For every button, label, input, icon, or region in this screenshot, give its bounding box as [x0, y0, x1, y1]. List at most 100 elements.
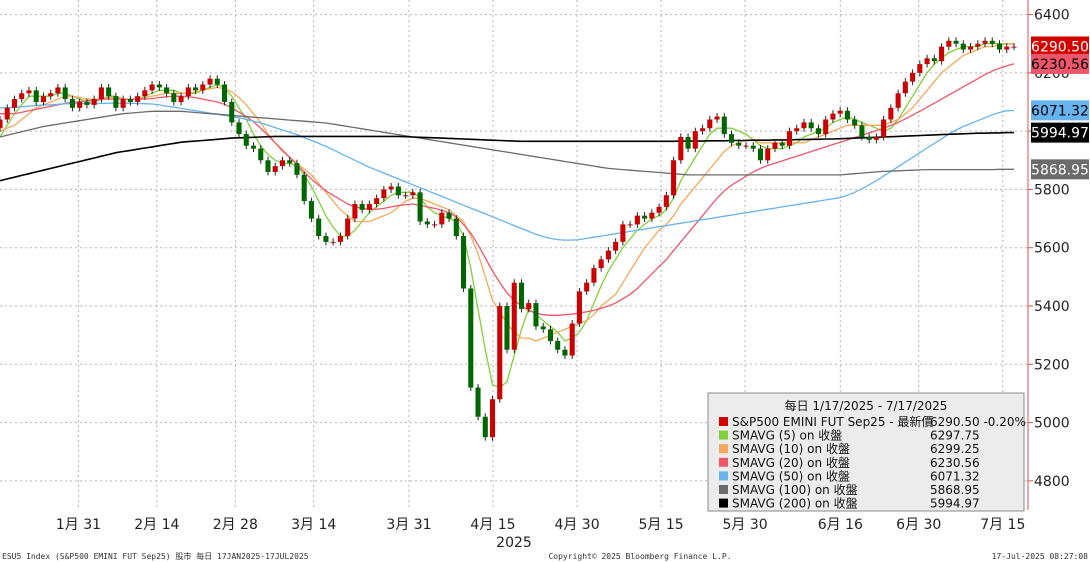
candle-body [40, 96, 46, 102]
candle-body [482, 416, 488, 438]
candle-body [11, 99, 18, 108]
candle-body [547, 329, 553, 341]
legend-swatch [719, 485, 728, 494]
candle-body [221, 84, 228, 102]
y-tick-label: 5000 [1034, 416, 1070, 432]
candle-body [627, 224, 633, 226]
candle-body [207, 78, 213, 85]
candle-body [330, 241, 336, 243]
candle-body [287, 160, 293, 164]
candle-body [432, 224, 438, 226]
candle-body [439, 212, 445, 225]
x-tick-label: 1月 31 [56, 517, 101, 533]
x-tick-label: 7月 15 [980, 517, 1025, 533]
candle-body [939, 46, 945, 62]
legend-series-value: 6299.25 [930, 442, 980, 456]
candle-body [19, 93, 25, 100]
x-tick-label: 6月 16 [818, 517, 863, 533]
candle-body [649, 212, 655, 219]
candle-body [417, 192, 423, 222]
price-tag-label: 6290.50 [1031, 39, 1089, 55]
x-tick-label: 5月 30 [723, 517, 768, 533]
candle-body [164, 87, 170, 94]
candle-body [917, 64, 923, 73]
candle-body [156, 84, 162, 88]
candle-body [772, 142, 778, 149]
candle-body [185, 87, 191, 97]
candle-body [26, 90, 32, 94]
legend-series-value: 6290.50 -0.20% [930, 415, 1026, 429]
candle-body [881, 119, 887, 137]
candle-body [750, 145, 756, 149]
candle-body [279, 160, 286, 167]
candle-body [468, 288, 474, 388]
legend-swatch [719, 498, 728, 508]
candle-body [815, 128, 821, 135]
price-tag-label: 5994.97 [1031, 126, 1089, 142]
candle-body [149, 84, 155, 91]
y-tick-label: 5200 [1034, 357, 1070, 373]
candle-body [728, 134, 735, 143]
candle-body [779, 142, 785, 146]
x-tick-label: 2月 28 [213, 517, 258, 533]
candle-body [424, 221, 430, 225]
candle-body [98, 87, 104, 100]
candle-body [989, 40, 995, 44]
candle-body [924, 58, 930, 65]
candle-body [605, 250, 611, 260]
candle-body [960, 43, 966, 50]
candle-body [446, 212, 452, 219]
candle-body [873, 136, 879, 140]
candle-body [461, 236, 467, 289]
ma-line [0, 102, 1015, 241]
candle-body [569, 323, 575, 356]
candle-body [381, 189, 387, 199]
candle-body [91, 99, 97, 105]
candle-body [142, 90, 148, 97]
price-tags: 6290.50 6230.56 6071.32 5994.97 5868.95 [1031, 36, 1089, 180]
candle-body [403, 195, 409, 197]
y-tick-label: 4800 [1034, 474, 1070, 490]
legend-swatch [719, 457, 728, 467]
candle-body [518, 282, 525, 309]
candle-body [511, 282, 517, 350]
candle-body [555, 340, 561, 350]
candle-body [700, 128, 706, 132]
candle-body [808, 122, 814, 129]
candle-body [591, 268, 597, 283]
candle-body [69, 99, 75, 108]
legend-series-value: 5994.97 [930, 497, 980, 511]
candle-body [345, 218, 351, 237]
candle-body [55, 87, 61, 94]
candle-body [229, 102, 235, 123]
ma-line [0, 110, 1014, 176]
legend-series-name: SMAVG (5) on 收盤 [732, 429, 842, 443]
candle-body [953, 40, 959, 44]
y-tick-label: 5400 [1034, 299, 1070, 315]
candle-body [830, 113, 836, 120]
candle-body [178, 96, 184, 102]
y-axis-ticks: 480050005200540056005800600062006400 [1028, 8, 1070, 490]
candle-body [663, 195, 669, 207]
candle-body [786, 131, 793, 146]
candle-body [946, 40, 952, 47]
price-tag-bg [1031, 53, 1089, 74]
candle-body [895, 93, 901, 108]
candle-body [250, 145, 257, 149]
y-tick-label: 5800 [1034, 182, 1070, 198]
candle-body [497, 306, 503, 400]
candle-body [743, 145, 749, 147]
candle-body [931, 58, 937, 62]
ma-line [0, 131, 1014, 182]
legend-title: 每日 1/17/2025 - 7/17/2025 [785, 398, 948, 413]
candle-body [48, 93, 54, 97]
candle-body [77, 102, 83, 108]
candle-body [844, 110, 850, 120]
candle-body [982, 40, 988, 44]
legend-swatch [719, 430, 728, 440]
candle-body [910, 72, 916, 82]
candle-body [714, 116, 720, 120]
candle-body [337, 236, 343, 242]
candle-body [0, 119, 3, 129]
